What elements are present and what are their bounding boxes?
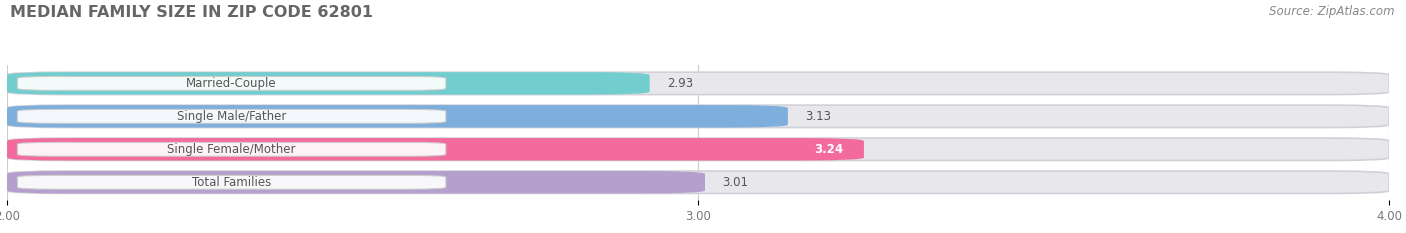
FancyBboxPatch shape — [7, 171, 704, 193]
FancyBboxPatch shape — [7, 105, 1389, 127]
Text: 2.93: 2.93 — [666, 77, 693, 90]
FancyBboxPatch shape — [17, 175, 446, 189]
FancyBboxPatch shape — [7, 72, 650, 95]
Text: 3.01: 3.01 — [723, 176, 748, 189]
FancyBboxPatch shape — [7, 138, 863, 161]
FancyBboxPatch shape — [17, 142, 446, 156]
Text: Total Families: Total Families — [193, 176, 271, 189]
FancyBboxPatch shape — [7, 138, 1389, 161]
Text: 3.13: 3.13 — [806, 110, 831, 123]
FancyBboxPatch shape — [7, 105, 787, 127]
Text: Single Male/Father: Single Male/Father — [177, 110, 287, 123]
FancyBboxPatch shape — [17, 110, 446, 123]
Text: Married-Couple: Married-Couple — [187, 77, 277, 90]
Text: MEDIAN FAMILY SIZE IN ZIP CODE 62801: MEDIAN FAMILY SIZE IN ZIP CODE 62801 — [10, 5, 373, 20]
Text: 3.24: 3.24 — [814, 143, 844, 156]
FancyBboxPatch shape — [7, 72, 1389, 95]
FancyBboxPatch shape — [7, 171, 1389, 193]
Text: Source: ZipAtlas.com: Source: ZipAtlas.com — [1270, 5, 1395, 18]
Text: Single Female/Mother: Single Female/Mother — [167, 143, 295, 156]
FancyBboxPatch shape — [17, 76, 446, 90]
